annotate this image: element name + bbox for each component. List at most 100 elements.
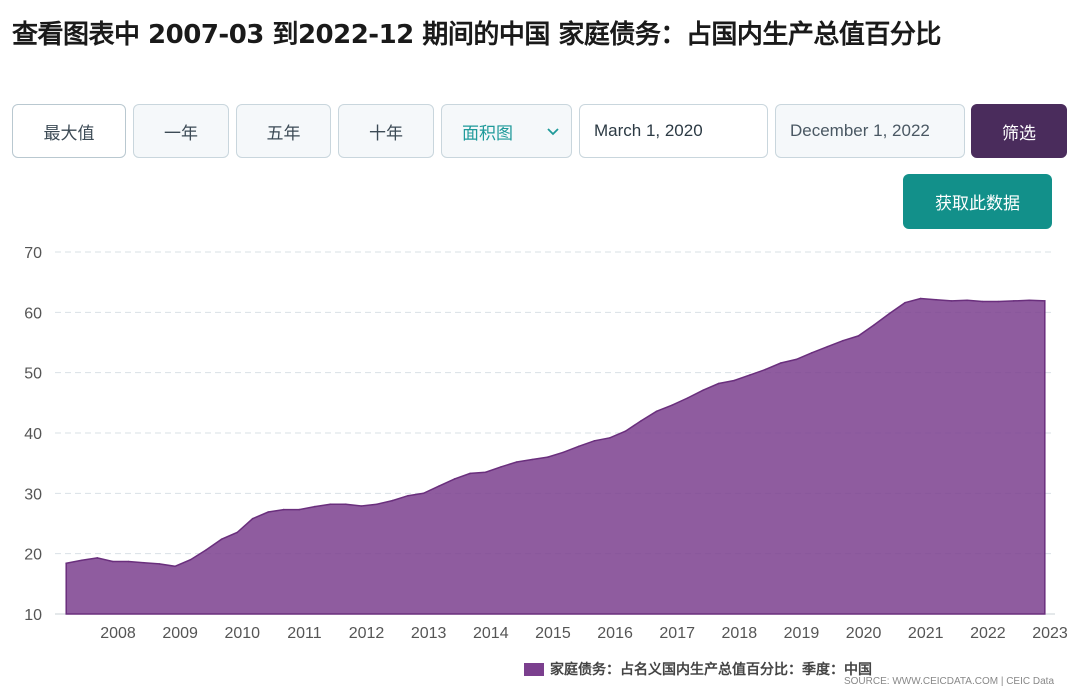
y-tick-label: 70 — [24, 245, 42, 262]
data-point — [671, 404, 673, 407]
x-tick-label: 2008 — [100, 625, 136, 642]
data-point — [407, 494, 409, 497]
data-point — [112, 560, 114, 563]
data-point — [515, 461, 518, 463]
data-point — [966, 299, 968, 302]
x-tick-label: 2012 — [349, 625, 385, 642]
data-point — [329, 503, 332, 506]
data-point — [267, 511, 270, 513]
data-point — [438, 485, 440, 487]
data-point — [593, 440, 596, 442]
data-point — [842, 339, 844, 342]
data-point — [857, 335, 860, 337]
data-point — [717, 382, 720, 385]
data-point — [391, 499, 394, 502]
chevron-down-icon — [547, 128, 559, 136]
date-to-input[interactable] — [775, 104, 965, 158]
data-point — [748, 374, 751, 376]
x-tick-label: 2022 — [970, 625, 1006, 642]
data-point — [562, 451, 565, 454]
range-max-button[interactable]: 最大值 — [12, 104, 126, 158]
x-tick-label: 2014 — [473, 625, 509, 642]
data-point — [220, 538, 223, 540]
data-point — [65, 562, 67, 565]
data-point — [469, 472, 471, 475]
data-point — [981, 300, 984, 303]
data-point — [81, 559, 83, 562]
y-tick-label: 50 — [24, 366, 42, 383]
y-axis: 10 20 30 40 50 60 70 — [24, 245, 42, 624]
area-series — [65, 297, 1046, 615]
data-point — [997, 300, 999, 303]
data-point — [127, 560, 130, 563]
get-data-button[interactable]: 获取此数据 — [903, 174, 1052, 229]
data-point — [500, 466, 503, 468]
chart-series — [65, 297, 1046, 615]
legend-label: 家庭债务：占名义国内生产总值百分比：季度：中国 — [550, 662, 872, 678]
legend-swatch — [524, 662, 544, 676]
data-point — [904, 301, 906, 304]
data-point — [547, 456, 549, 458]
data-point — [640, 420, 642, 422]
data-point — [624, 430, 627, 433]
data-point — [780, 362, 782, 364]
data-point — [1044, 300, 1046, 302]
legend: 家庭债务：占名义国内生产总值百分比：季度：中国 — [524, 659, 872, 679]
data-point — [174, 565, 176, 568]
data-point — [531, 458, 533, 461]
data-point — [686, 397, 689, 399]
x-tick-label: 2009 — [162, 625, 198, 642]
data-point — [1013, 300, 1015, 302]
data-point — [950, 300, 953, 302]
data-point — [764, 368, 766, 371]
x-tick-label: 2020 — [846, 625, 882, 642]
data-point — [826, 345, 829, 348]
data-point — [96, 557, 99, 559]
x-tick-label: 2011 — [287, 625, 322, 642]
data-point — [205, 549, 207, 551]
x-tick-label: 2021 — [908, 625, 944, 642]
range-10y-button[interactable]: 十年 — [338, 104, 434, 158]
data-point — [236, 531, 238, 534]
date-from-input[interactable] — [579, 104, 768, 158]
range-1y-button[interactable]: 一年 — [133, 104, 229, 158]
page-title: 查看图表中 2007-03 到2022-12 期间的中国 家庭债务：占国内生产总… — [12, 20, 941, 50]
data-point — [282, 508, 285, 511]
chart-type-label: 面积图 — [462, 123, 513, 144]
data-point — [376, 503, 378, 506]
source-note: SOURCE: WWW.CEICDATA.COM | CEIC Data — [843, 676, 1054, 687]
data-point — [453, 478, 456, 480]
x-tick-label: 2023 — [1032, 625, 1068, 642]
data-point — [578, 445, 580, 448]
y-tick-label: 30 — [24, 486, 42, 503]
data-point — [888, 312, 891, 315]
data-point — [251, 517, 254, 520]
y-tick-label: 60 — [24, 305, 42, 322]
data-point — [484, 471, 487, 474]
data-point — [873, 324, 875, 326]
x-axis: 2008 2009 2010 2011 2012 2013 2014 2015 2016 2017… — [55, 613, 1068, 642]
x-tick-label: 2017 — [659, 625, 695, 642]
data-point — [189, 558, 192, 561]
data-point — [702, 389, 704, 392]
data-point — [360, 505, 363, 507]
data-point — [1028, 299, 1031, 302]
data-point — [795, 358, 798, 361]
chart-type-select[interactable]: 面积图 — [441, 104, 572, 158]
data-point — [422, 492, 425, 495]
x-tick-label: 2013 — [411, 625, 447, 642]
data-point — [733, 379, 735, 382]
data-point — [919, 297, 922, 300]
data-point — [655, 410, 658, 413]
data-point — [811, 352, 813, 354]
range-5y-button[interactable]: 五年 — [236, 104, 331, 158]
filter-button[interactable]: 筛选 — [971, 104, 1067, 158]
data-point — [935, 298, 937, 301]
x-tick-label: 2018 — [722, 625, 758, 642]
data-point — [158, 563, 161, 565]
data-point — [345, 503, 347, 506]
x-tick-label: 2010 — [224, 625, 260, 642]
x-tick-label: 2015 — [535, 625, 571, 642]
data-point — [143, 561, 145, 564]
